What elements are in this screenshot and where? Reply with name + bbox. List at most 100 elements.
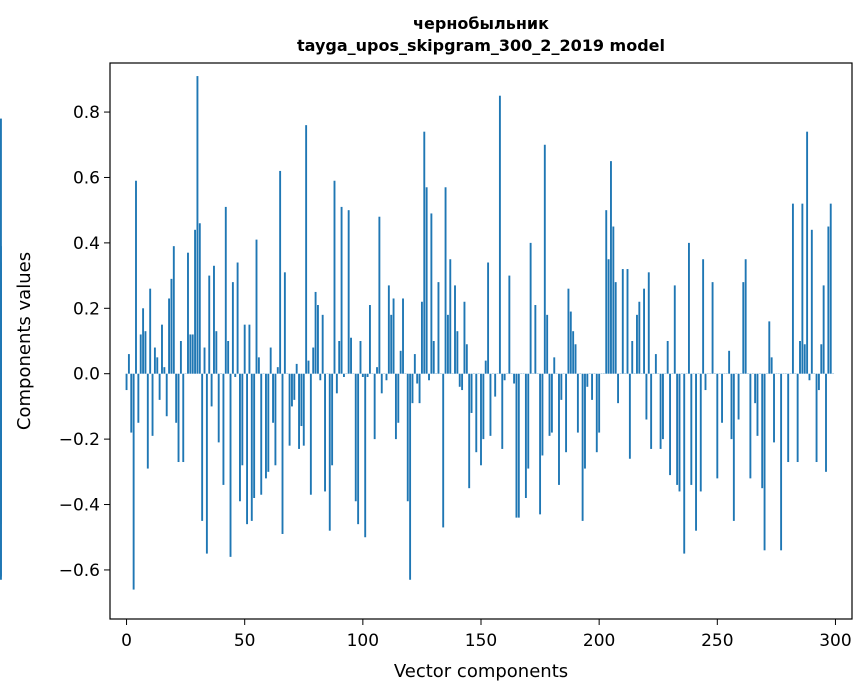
bar-226	[659, 373, 662, 449]
bar-51	[246, 373, 248, 525]
bar-261	[742, 282, 745, 374]
x-tick-label: 250	[701, 631, 733, 651]
bar-206	[612, 226, 615, 374]
bar-173	[534, 305, 537, 374]
bar-297	[827, 226, 830, 374]
bar-284	[796, 373, 799, 463]
bar-19	[170, 278, 173, 374]
bar-132	[437, 282, 440, 374]
bar-22	[177, 373, 180, 463]
bar-213	[628, 373, 631, 459]
bar-10	[149, 288, 152, 374]
bar-70	[291, 373, 293, 407]
x-tick-label: 150	[465, 631, 497, 651]
bar-234	[678, 373, 681, 492]
bar-146	[470, 373, 473, 413]
bar-41	[222, 373, 225, 485]
bar-162	[508, 275, 511, 374]
bar-111	[387, 285, 390, 374]
y-axis-label: Components values	[14, 252, 35, 430]
bar-108	[380, 373, 383, 394]
bar-140	[456, 331, 459, 374]
bar-199	[595, 373, 598, 453]
bar-48	[239, 373, 241, 502]
bar-136	[446, 314, 449, 374]
bar-112	[390, 314, 393, 374]
bar-43	[227, 341, 230, 374]
bar-190	[574, 344, 577, 374]
bar-45	[231, 282, 234, 374]
bar-252	[721, 373, 723, 423]
bar-126	[423, 131, 426, 374]
bar-224	[654, 354, 657, 374]
bar-165	[515, 373, 518, 518]
bar-36	[210, 373, 213, 407]
bar-119	[406, 373, 409, 502]
bar-90	[338, 341, 341, 374]
bar-87	[331, 373, 334, 466]
bar-200	[598, 373, 601, 433]
bar-14	[158, 373, 161, 400]
bar-77	[307, 360, 310, 374]
bar-269	[761, 373, 764, 489]
bar-287	[803, 344, 806, 374]
bar-undefined	[0, 373, 2, 577]
bar-248	[711, 282, 714, 374]
bar-101	[364, 373, 367, 538]
bar-207	[614, 282, 617, 374]
bar-17	[165, 373, 168, 417]
bar-37	[213, 265, 215, 374]
bar-125	[420, 301, 423, 374]
bar-189	[572, 331, 575, 374]
bar-148	[475, 373, 478, 453]
bar-179	[548, 373, 551, 436]
bar-21	[175, 373, 178, 423]
bar-274	[773, 373, 775, 443]
bar-130	[432, 341, 435, 374]
bar-100	[361, 373, 364, 377]
bar-106	[376, 367, 378, 374]
bar-156	[494, 373, 497, 397]
bar-293	[817, 373, 820, 391]
bar-137	[449, 259, 452, 374]
bar-97	[354, 373, 357, 502]
bar-186	[565, 373, 568, 453]
bar-129	[430, 213, 433, 374]
bar-62	[272, 373, 274, 423]
bar-20	[172, 246, 175, 374]
bar-154	[489, 373, 492, 436]
bar-117	[402, 298, 404, 374]
bar-0	[125, 373, 128, 391]
bar-74	[300, 373, 303, 427]
bar-232	[673, 285, 676, 374]
bar-122	[413, 354, 416, 374]
bar-98	[357, 373, 360, 525]
x-tick-label: 0	[121, 631, 132, 651]
bar-57	[260, 373, 263, 495]
y-tick-label: −0.4	[59, 496, 100, 516]
bar-56	[257, 357, 260, 374]
bar-233	[676, 373, 679, 485]
bar-208	[617, 373, 619, 404]
bar-1	[127, 354, 130, 374]
bar-39	[217, 373, 220, 443]
bar-2	[130, 373, 133, 433]
bar-69	[288, 373, 291, 446]
bar-123	[416, 373, 419, 384]
bar-151	[482, 373, 485, 440]
bar-61	[269, 347, 272, 374]
bar-191	[576, 373, 579, 433]
bar-107	[378, 216, 381, 374]
bar-8	[144, 331, 147, 374]
bar-266	[754, 373, 757, 404]
bar-243	[699, 373, 702, 492]
bar-86	[328, 373, 331, 531]
bar-31	[198, 223, 201, 374]
bar-184	[560, 373, 563, 400]
bar-54	[253, 373, 256, 498]
bar-103	[368, 305, 371, 374]
bar-24	[182, 373, 185, 463]
bar-113	[392, 298, 395, 374]
bar-110	[385, 373, 388, 381]
